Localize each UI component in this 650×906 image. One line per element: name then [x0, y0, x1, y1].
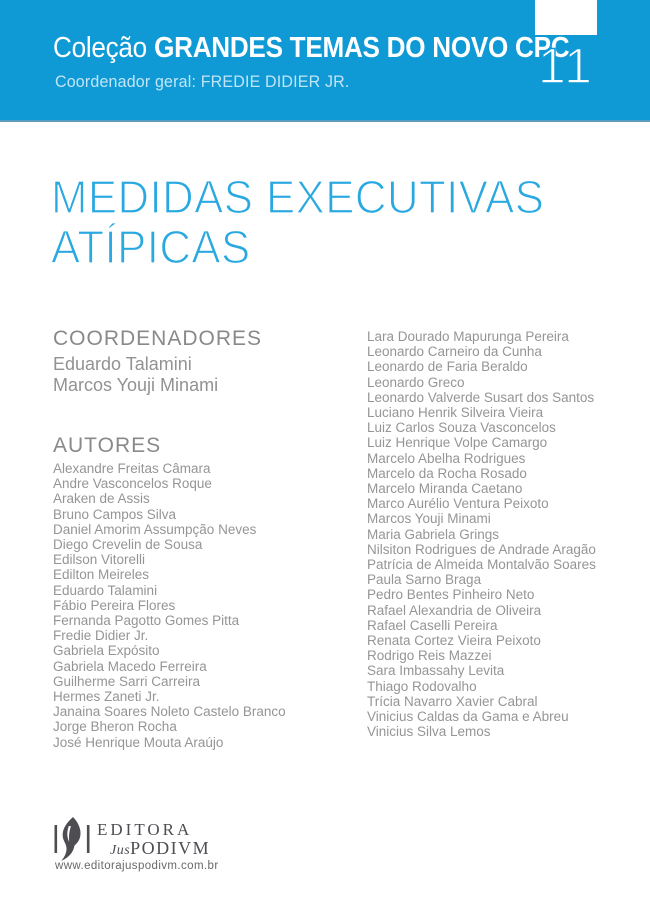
author-name: José Henrique Mouta Araújo — [53, 734, 224, 750]
author-name: Marcos Youji Minami — [367, 511, 491, 527]
author-name: Patrícia de Almeida Montalvão Soares — [367, 557, 596, 573]
author-name: Pedro Bentes Pinheiro Neto — [367, 587, 535, 603]
author-name: Diego Crevelin de Sousa — [53, 537, 203, 553]
book-title-line2: ATÍPICAS — [50, 221, 251, 273]
author-name: Leonardo Greco — [367, 374, 465, 390]
author-name: Lara Dourado Mapurunga Pereira — [367, 329, 569, 344]
author-name: Rafael Alexandria de Oliveira — [367, 602, 542, 618]
author-name: Alexandre Freitas Câmara — [53, 461, 211, 476]
publisher-name-editora: EDITORA — [97, 820, 193, 839]
author-name: Marcelo Abelha Rodrigues — [367, 450, 526, 466]
author-name: Marcelo Miranda Caetano — [367, 481, 523, 497]
author-name: Renata Cortez Vieira Peixoto — [367, 633, 541, 649]
book-title-line1: MEDIDAS EXECUTIVAS — [50, 171, 545, 223]
author-name: Araken de Assis — [53, 491, 150, 507]
volume-square — [535, 0, 597, 35]
publisher-name-line2: JusPODIVM — [110, 839, 210, 860]
author-name: Fredie Didier Jr. — [53, 628, 149, 644]
author-name: Rodrigo Reis Mazzei — [367, 648, 492, 664]
coordinator-name: Eduardo Talamini — [53, 354, 192, 374]
author-name: Janaina Soares Noleto Castelo Branco — [53, 704, 286, 720]
author-name: Hermes Zaneti Jr. — [53, 689, 160, 705]
series-coordinator: Coordenador geral: FREDIE DIDIER JR. — [55, 72, 350, 91]
authors-heading: AUTORES — [53, 434, 162, 457]
publisher-name-podivm: PODIVM — [130, 838, 211, 858]
series-prefix: Coleção — [53, 32, 147, 64]
publisher-website: www.editorajuspodivm.com.br — [55, 860, 219, 872]
coordinator-name: Marcos Youji Minami — [53, 374, 219, 395]
author-name: Paula Sarno Braga — [367, 572, 482, 588]
author-name: Edilson Vitorelli — [53, 552, 146, 568]
coordinators-heading: COORDENADORES — [53, 327, 263, 350]
author-name: Jorge Bheron Rocha — [53, 719, 177, 735]
series-title: GRANDES TEMAS DO NOVO CPC — [154, 32, 570, 64]
flame-icon — [54, 817, 90, 866]
author-name: Leonardo de Faria Beraldo — [367, 359, 528, 375]
author-name: Eduardo Talamini — [53, 582, 158, 598]
author-name: Fernanda Pagotto Gomes Pitta — [53, 613, 240, 629]
author-name: Vinicius Silva Lemos — [367, 724, 491, 740]
author-name: Luciano Henrik Silveira Vieira — [367, 405, 544, 421]
author-name: Maria Gabriela Grings — [367, 526, 500, 542]
book-title: MEDIDAS EXECUTIVAS ATÍPICAS — [50, 171, 545, 273]
coordinators-list: Eduardo Talamini Marcos Youji Minami — [53, 354, 218, 395]
author-name: Leonardo Valverde Susart dos Santos — [367, 389, 595, 405]
publisher-logo-text: EDITORA JusPODIVM — [97, 821, 210, 860]
author-name: Nilsiton Rodrigues de Andrade Aragão — [367, 541, 596, 557]
author-name: Trícia Navarro Xavier Cabral — [367, 693, 538, 709]
author-name: Bruno Campos Silva — [53, 506, 177, 522]
author-name: Rafael Caselli Pereira — [367, 617, 498, 633]
author-name: Edilton Meireles — [53, 567, 150, 583]
series-name: Coleção GRANDES TEMAS DO NOVO CPC — [53, 32, 570, 65]
author-name: Vinicius Caldas da Gama e Abreu — [367, 709, 569, 725]
author-name: Gabriela Macedo Ferreira — [53, 658, 207, 674]
author-name: Guilherme Sarri Carreira — [53, 673, 201, 689]
author-name: Gabriela Expósito — [53, 643, 160, 659]
author-name: Thiago Rodovalho — [367, 678, 477, 694]
author-name: Luiz Henrique Volpe Camargo — [367, 435, 548, 451]
author-name: Luiz Carlos Souza Vasconcelos — [367, 420, 556, 436]
author-name: Daniel Amorim Assumpção Neves — [53, 521, 257, 537]
author-name: Fábio Pereira Flores — [53, 597, 176, 613]
series-banner: Coleção GRANDES TEMAS DO NOVO CPC Coorden… — [0, 0, 650, 122]
author-name: Marco Aurélio Ventura Peixoto — [367, 496, 549, 512]
publisher-name-jus: Jus — [110, 843, 131, 858]
author-name: Andre Vasconcelos Roque — [53, 476, 212, 492]
author-name: Leonardo Carneiro da Cunha — [367, 344, 542, 360]
authors-column-1: Alexandre Freitas Câmara Andre Vasconcelo… — [53, 461, 286, 750]
volume-number: 11 — [537, 37, 594, 95]
author-name: Marcelo da Rocha Rosado — [367, 465, 527, 481]
authors-column-2: Lara Dourado Mapurunga Pereira Leonardo C… — [367, 329, 596, 739]
author-name: Sara Imbassahy Levita — [367, 663, 505, 679]
